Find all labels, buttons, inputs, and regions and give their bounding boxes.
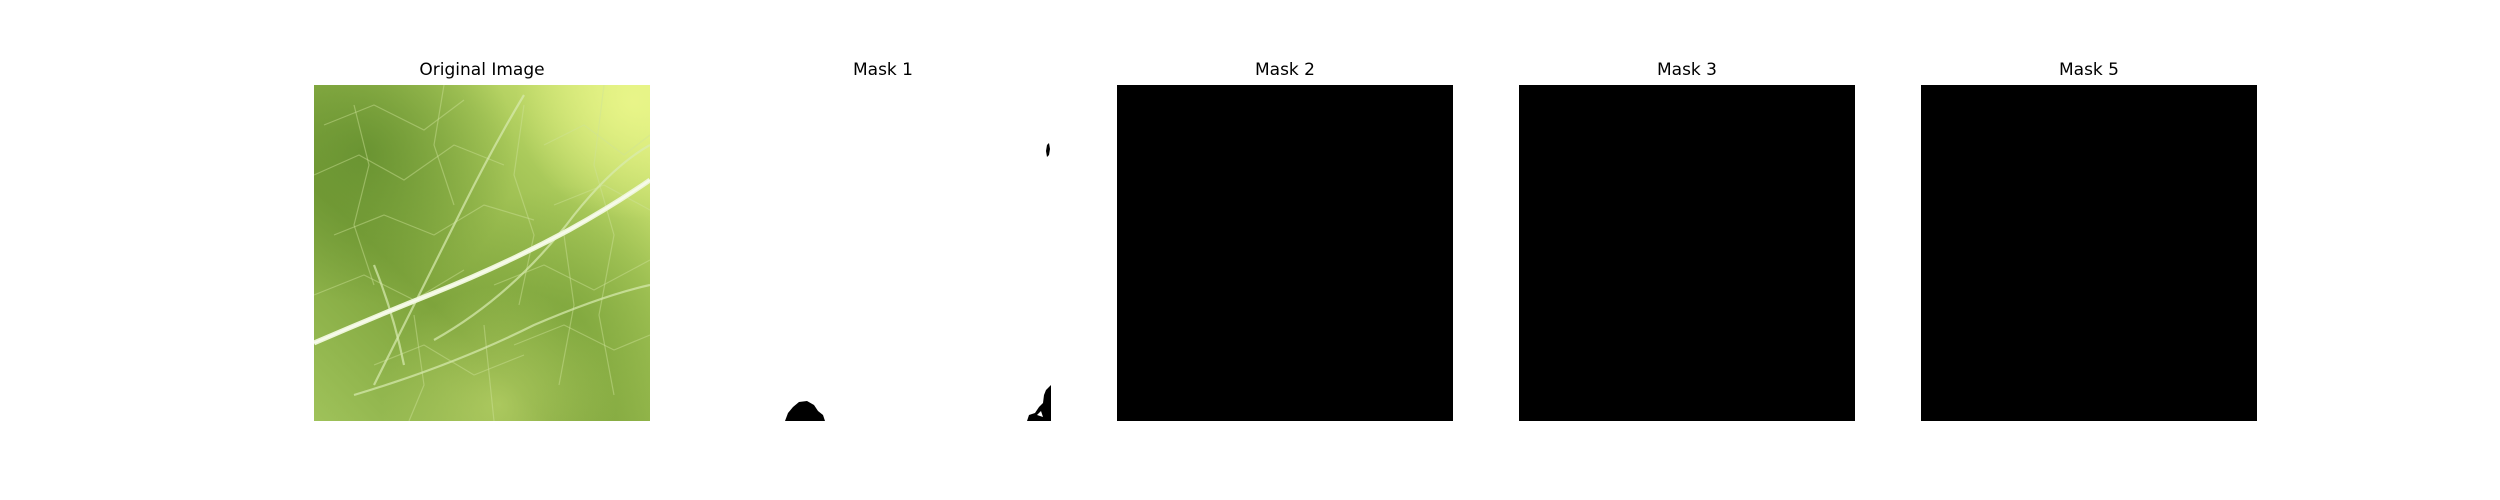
mask-5-title: Mask 5 bbox=[2058, 60, 2119, 80]
mask-5 bbox=[1921, 85, 2257, 421]
mask-1 bbox=[715, 85, 1051, 421]
original-image bbox=[314, 85, 650, 421]
mask-5-image bbox=[1921, 85, 2257, 421]
mask-3-image bbox=[1519, 85, 1855, 421]
mask-2-title: Mask 2 bbox=[1254, 60, 1315, 80]
mask-2 bbox=[1117, 85, 1453, 421]
original-image-title: Original Image bbox=[419, 60, 545, 80]
mask-1-title: Mask 1 bbox=[852, 60, 913, 80]
mask-3 bbox=[1519, 85, 1855, 421]
mask-1-image bbox=[715, 85, 1051, 421]
leaf-texture-image bbox=[314, 85, 650, 421]
mask-2-image bbox=[1117, 85, 1453, 421]
mask-3-title: Mask 3 bbox=[1656, 60, 1717, 80]
